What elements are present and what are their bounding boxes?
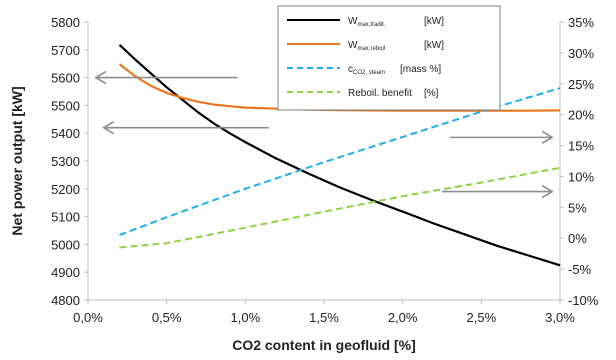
annotation-arrow-2 [102, 120, 269, 135]
annotation-arrows [94, 70, 554, 199]
y2-tick-label: -5% [568, 262, 592, 277]
legend-unit: [%] [424, 88, 439, 99]
y-tick-label: 5700 [51, 43, 80, 58]
y2-tick-label: 30% [568, 46, 594, 61]
legend-box [277, 5, 501, 111]
legend: Wmax,tradit. [kW]Wmax,reboil [kW]cCO2, ste… [277, 5, 501, 111]
y-axis-title: Net power output [kW] [9, 86, 25, 235]
annotation-arrow-1 [94, 70, 238, 85]
annotation-arrow-4 [442, 184, 554, 199]
y2-tick-label: -10% [568, 293, 599, 308]
series-line-3 [119, 87, 561, 237]
legend-unit: [kW] [424, 16, 444, 27]
series-lines [118, 43, 561, 267]
legend-unit: [mass %] [400, 64, 441, 75]
y2-axis-ticks: -10% -5% 0% 5% 10% 15% 20% 25% 30% 35% [560, 15, 599, 308]
series-line-1 [118, 43, 561, 267]
y-tick-label: 5000 [51, 237, 80, 252]
y-tick-label: 5800 [51, 15, 80, 30]
x-tick-label: 0,5% [152, 310, 182, 325]
y-tick-label: 5400 [51, 126, 80, 141]
y-tick-label: 5300 [51, 154, 80, 169]
series-line-2 [118, 63, 561, 112]
y2-tick-label: 25% [568, 77, 594, 92]
y-tick-label: 5600 [51, 71, 80, 86]
y-tick-label: 5100 [51, 210, 80, 225]
x-tick-label: 1,5% [309, 310, 339, 325]
y-tick-label: 5200 [51, 182, 80, 197]
x-tick-label: 0,0% [73, 310, 103, 325]
x-tick-label: 1,0% [231, 310, 261, 325]
x-tick-label: 2,0% [388, 310, 418, 325]
x-axis-ticks: 0,0% 0,5% 1,0% 1,5% 2,0% 2,5% 3,0% [73, 300, 575, 325]
series-line-4 [119, 166, 561, 249]
y2-tick-label: 20% [568, 108, 594, 123]
x-tick-label: 3,0% [545, 310, 575, 325]
y-tick-label: 4900 [51, 265, 80, 280]
legend-unit: [kW] [424, 40, 444, 51]
x-axis-title: CO2 content in geofluid [%] [232, 337, 416, 353]
legend-item: Reboil. benefit [%] [287, 88, 439, 99]
y-tick-label: 4800 [51, 293, 80, 308]
y2-tick-label: 10% [568, 169, 594, 184]
y-axis-ticks: 4800 4900 5000 5100 5200 5300 5400 5500 5600 5700… [51, 15, 88, 308]
y-tick-label: 5500 [51, 98, 80, 113]
y2-tick-label: 0% [568, 231, 587, 246]
legend-label: Reboil. benefit [348, 88, 412, 99]
y2-tick-label: 35% [568, 15, 594, 30]
y2-tick-label: 15% [568, 139, 594, 154]
y2-tick-label: 5% [568, 200, 587, 215]
annotation-arrow-3 [449, 130, 554, 145]
x-tick-label: 2,5% [467, 310, 497, 325]
